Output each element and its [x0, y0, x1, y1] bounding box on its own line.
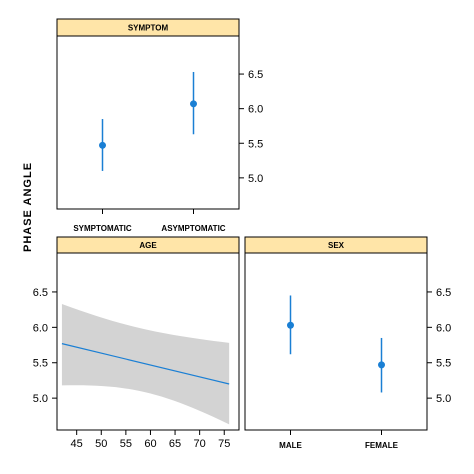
data-point	[99, 141, 106, 149]
y-tick-label: 5.5	[33, 358, 48, 370]
panel-sex: SEX 5.0 5.5 6.0 6.5 MALE FEMALE	[244, 236, 451, 450]
y-tick-label: 5.5	[436, 358, 451, 370]
y-tick-label: 5.0	[436, 393, 451, 405]
strip-label: AGE	[139, 241, 157, 250]
panel-symptom: SYMPTOM 5.0 5.5 6.0 6.5 SYMPTOMATIC ASYMPTOMAT…	[56, 18, 263, 233]
y-tick-label: 5.0	[248, 173, 263, 185]
x-tick-label: 60	[144, 438, 156, 450]
y-tick-label: 6.5	[436, 287, 451, 299]
panel-frame	[244, 252, 428, 431]
x-category-label: ASYMPTOMATIC	[161, 224, 225, 233]
panel-frame	[56, 252, 240, 431]
x-category-label: MALE	[279, 441, 302, 450]
data-point	[287, 321, 294, 329]
x-tick-label: 75	[218, 438, 230, 450]
y-axis-label: PHASE ANGLE	[22, 162, 34, 252]
fit-line	[61, 343, 230, 385]
x-tick-label: 70	[194, 438, 206, 450]
strip-label: SYMPTOM	[128, 24, 169, 33]
panel-age: AGE 5.0 5.5 6.0 6.5 45 50 55 60 65 70 75	[33, 236, 240, 450]
x-tick-label: 65	[169, 438, 181, 450]
y-tick-label: 6.0	[436, 322, 451, 334]
x-category-label: SYMPTOMATIC	[73, 224, 132, 233]
y-tick-label: 5.0	[33, 393, 48, 405]
y-tick-label: 6.5	[33, 287, 48, 299]
y-tick-label: 6.0	[33, 322, 48, 334]
data-point	[190, 100, 197, 108]
x-tick-label: 45	[71, 438, 83, 450]
panel-frame	[56, 35, 240, 210]
y-tick-label: 5.5	[248, 138, 263, 150]
x-tick-label: 55	[120, 438, 132, 450]
data-point	[378, 361, 385, 369]
x-category-label: FEMALE	[365, 441, 399, 450]
strip-label: SEX	[328, 241, 345, 250]
y-tick-label: 6.5	[248, 69, 263, 81]
y-tick-label: 6.0	[248, 104, 263, 116]
x-tick-label: 50	[95, 438, 107, 450]
